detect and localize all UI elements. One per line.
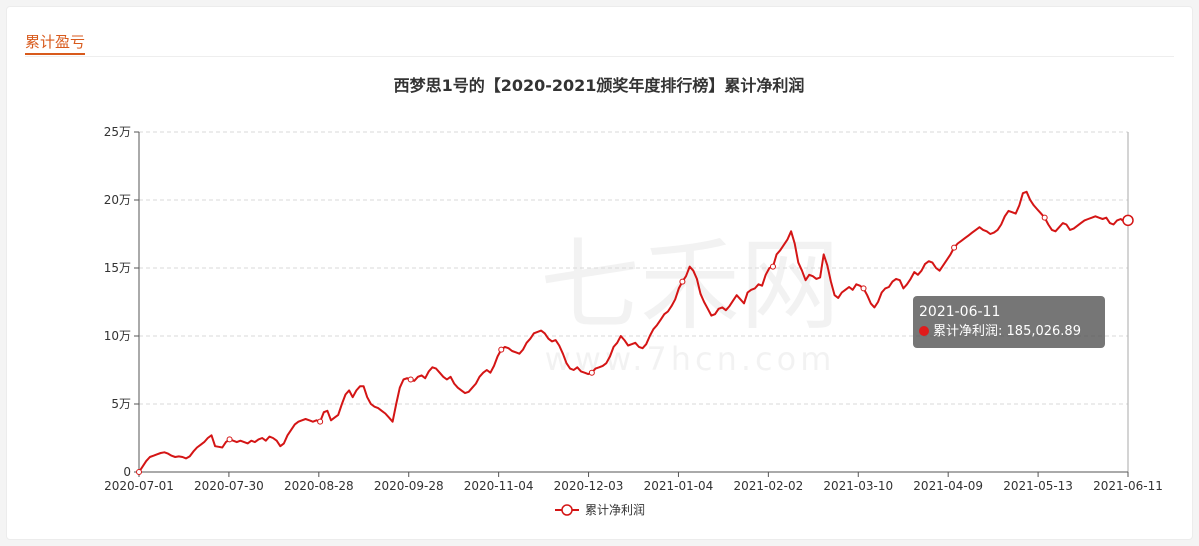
y-tick-label: 20万 (104, 193, 131, 207)
y-tick-label: 10万 (104, 329, 131, 343)
tooltip-series-name: 累计净利润 (933, 324, 999, 339)
y-tick-label: 15万 (104, 261, 131, 275)
data-point (679, 278, 686, 285)
legend-marker-icon (561, 504, 573, 516)
series-color-dot (919, 326, 929, 336)
data-point (317, 418, 324, 425)
x-tick-label: 2021-02-02 (733, 479, 803, 493)
y-tick-label: 5万 (111, 397, 131, 411)
tooltip-value: 185,026.89 (1006, 324, 1081, 339)
section-title[interactable]: 累计盈亏 (25, 33, 86, 55)
data-point (769, 263, 776, 270)
x-tick-label: 2020-12-03 (554, 479, 624, 493)
data-point (136, 469, 142, 475)
watermark-brand: 七禾网 (540, 227, 840, 344)
legend-label: 累计净利润 (585, 503, 645, 517)
x-tick-label: 2021-04-09 (913, 479, 983, 493)
data-point (951, 244, 958, 251)
x-tick-label: 2020-07-01 (104, 479, 174, 493)
section-divider (25, 56, 1174, 57)
x-tick-label: 2020-09-28 (374, 479, 444, 493)
series-line (138, 190, 1129, 473)
chart-legend[interactable]: 累计净利润 (555, 503, 645, 517)
x-tick-label: 2020-08-28 (284, 479, 354, 493)
chart-axes: 0 5万 10万 15万 20万 25万 2020-07-01 2020-07-30 2020-… (104, 125, 1163, 493)
data-point (860, 285, 867, 292)
data-point (407, 376, 414, 383)
x-tick-label: 2021-01-04 (644, 479, 714, 493)
y-tick-label: 25万 (104, 125, 131, 139)
x-tick-label: 2020-07-30 (194, 479, 264, 493)
data-point (226, 436, 233, 443)
data-point (588, 369, 595, 376)
chart-panel: 累计盈亏 (6, 6, 1193, 540)
y-tick-label: 0 (123, 465, 131, 479)
chart-series (136, 190, 1134, 475)
x-tick-label: 2020-11-04 (464, 479, 534, 493)
tooltip-date: 2021-06-11 (919, 304, 1001, 320)
chart-tooltip: 2021-06-11 累计净利润: 185,026.89 (913, 296, 1105, 348)
data-point (498, 346, 505, 353)
x-tick-label: 2021-05-13 (1003, 479, 1073, 493)
watermark-url: www.7hcn.com (545, 340, 836, 378)
data-point (1041, 214, 1048, 221)
highlight-point (1122, 214, 1134, 227)
chart-grid (139, 131, 1128, 405)
x-tick-label: 2021-03-10 (823, 479, 893, 493)
x-tick-label: 2021-06-11 (1093, 479, 1163, 493)
tooltip-separator: : (998, 324, 1007, 339)
chart-title: 西梦思1号的【2020-2021颁奖年度排行榜】累计净利润 (394, 76, 805, 95)
